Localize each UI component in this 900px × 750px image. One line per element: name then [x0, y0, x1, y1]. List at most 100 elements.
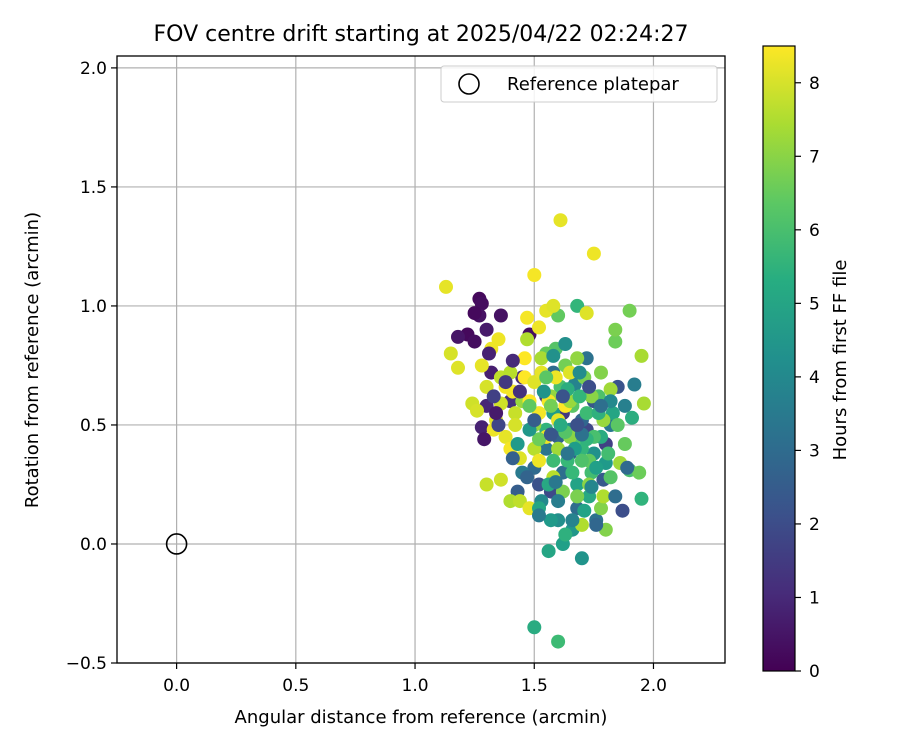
data-point	[574, 551, 589, 566]
data-point	[594, 501, 608, 516]
data-point	[532, 477, 546, 492]
data-point	[520, 332, 535, 347]
data-point	[508, 406, 523, 421]
data-point	[532, 508, 546, 523]
y-tick-label: 0.0	[80, 535, 107, 555]
data-point	[479, 322, 494, 337]
data-point	[603, 382, 618, 397]
data-point	[577, 503, 592, 518]
data-point	[543, 398, 558, 413]
legend-label-reference-platepar: Reference platepar	[507, 74, 679, 95]
colorbar-tick-label: 7	[809, 147, 820, 167]
colorbar-tick-label: 2	[809, 515, 820, 535]
colorbar-tick-label: 8	[809, 74, 820, 94]
data-point	[489, 406, 504, 421]
y-tick-label: −0.5	[66, 654, 107, 674]
data-point	[563, 365, 577, 380]
data-point	[625, 410, 639, 425]
x-axis-ticks: 0.0 0.5 1.0 1.5 2.0	[163, 663, 667, 696]
data-point	[551, 634, 566, 649]
data-point	[572, 365, 587, 380]
legend-box	[440, 65, 718, 103]
data-point	[615, 503, 630, 518]
data-point	[634, 348, 649, 363]
data-point	[512, 494, 527, 509]
data-point	[498, 429, 513, 444]
data-point	[512, 384, 527, 399]
data-point	[527, 413, 542, 428]
data-point	[470, 403, 484, 418]
data-point	[493, 472, 508, 487]
data-point	[539, 441, 554, 456]
data-point	[570, 351, 585, 366]
data-point	[565, 513, 580, 528]
data-point	[617, 437, 632, 451]
y-tick-label: 0.5	[80, 416, 107, 436]
x-tick-label: 1.5	[521, 676, 548, 696]
data-point	[477, 432, 492, 447]
data-point	[532, 453, 546, 468]
data-point	[558, 527, 573, 542]
data-point	[586, 246, 601, 261]
y-tick-label: 1.0	[80, 297, 107, 317]
data-point	[608, 322, 623, 337]
scatter-points	[439, 213, 651, 649]
data-point	[551, 494, 566, 509]
y-axis-ticks: −0.5 0.0 0.5 1.0 1.5 2.0	[66, 59, 117, 674]
data-point	[570, 477, 585, 492]
data-point	[510, 437, 525, 451]
y-axis-label: Rotation from reference (arcmin)	[22, 212, 43, 508]
data-point	[508, 418, 523, 432]
data-point	[555, 389, 570, 404]
colorbar-tick-label: 3	[809, 441, 820, 461]
data-point	[574, 453, 589, 468]
data-point	[594, 398, 608, 413]
data-point	[491, 418, 506, 432]
y-tick-label: 1.5	[80, 178, 107, 198]
data-point	[527, 620, 542, 635]
data-point	[439, 279, 453, 294]
data-point	[546, 298, 561, 313]
plot-frame	[116, 55, 726, 664]
x-tick-label: 1.0	[402, 676, 429, 696]
data-point	[582, 379, 597, 394]
colorbar-ticks: 0 1 2 3 4 5 6 7 8	[795, 74, 820, 682]
data-point	[505, 353, 520, 368]
x-axis-label: Angular distance from reference (arcmin)	[235, 707, 608, 728]
data-point	[541, 544, 556, 559]
data-point	[527, 268, 542, 282]
data-point	[601, 446, 616, 461]
data-point	[622, 303, 637, 318]
data-point	[579, 406, 594, 421]
colorbar	[762, 45, 796, 672]
data-point	[636, 396, 651, 411]
data-point	[589, 517, 604, 532]
data-point	[570, 418, 585, 432]
data-point	[572, 389, 587, 404]
colorbar-tick-label: 0	[809, 662, 820, 682]
data-point	[620, 460, 635, 475]
data-point	[536, 384, 551, 399]
x-tick-label: 2.0	[640, 676, 667, 696]
chart-title: FOV centre drift starting at 2025/04/22 …	[154, 22, 689, 47]
plot-area	[117, 56, 725, 663]
data-point	[632, 465, 647, 480]
data-point	[467, 306, 482, 321]
data-point	[505, 451, 520, 466]
data-point	[482, 346, 496, 361]
data-point	[594, 365, 608, 380]
colorbar-tick-label: 1	[809, 588, 820, 608]
colorbar-label: Hours from first FF file	[830, 260, 851, 461]
data-point	[532, 432, 546, 447]
data-point	[532, 320, 546, 335]
data-point	[443, 346, 458, 361]
colorbar-tick-label: 4	[809, 368, 820, 388]
data-point	[570, 489, 585, 504]
data-point	[560, 446, 575, 461]
data-point	[474, 358, 489, 373]
y-tick-label: 2.0	[80, 59, 107, 79]
data-point	[539, 370, 554, 385]
data-point	[451, 360, 465, 375]
legend: Reference platepar	[440, 65, 718, 103]
